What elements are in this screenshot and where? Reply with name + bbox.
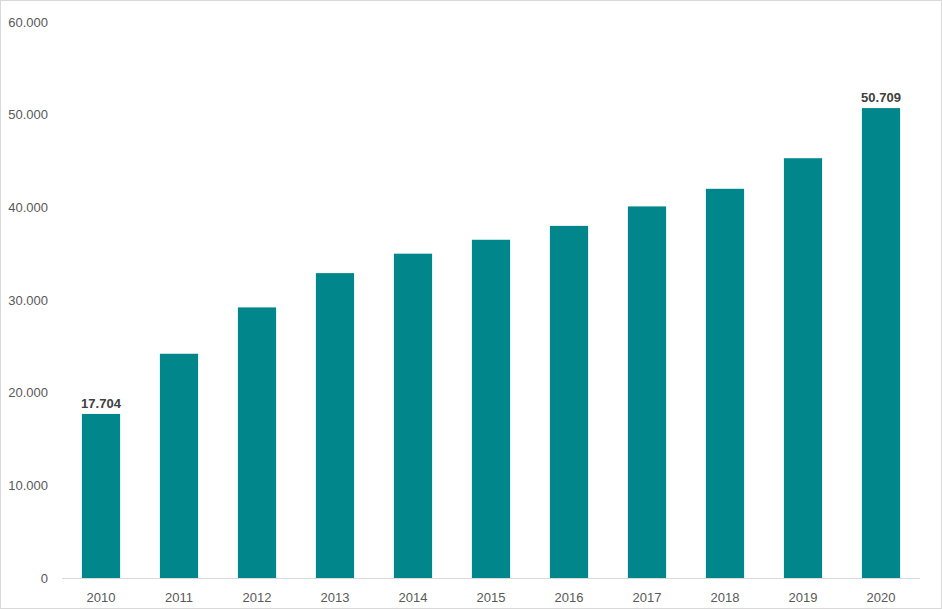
- x-tick-label: 2014: [399, 590, 428, 605]
- bar: [550, 226, 588, 578]
- x-tick-label: 2019: [789, 590, 818, 605]
- bar: [472, 240, 510, 578]
- x-axis-line: [62, 578, 920, 579]
- x-tick-label: 2010: [87, 590, 116, 605]
- chart-container: {"chart_data": {"type": "bar", "categori…: [0, 0, 942, 609]
- data-label: 50.709: [861, 90, 901, 105]
- frame: [1, 1, 942, 609]
- y-tick-label: 50.000: [8, 107, 48, 122]
- y-tick-label: 20.000: [8, 385, 48, 400]
- bar: [628, 206, 666, 578]
- x-tick-label: 2011: [165, 590, 193, 605]
- bars: [82, 108, 900, 578]
- x-tick-label: 2020: [867, 590, 896, 605]
- bar: [784, 158, 822, 578]
- y-tick-label: 60.000: [8, 15, 48, 30]
- y-tick-label: 40.000: [8, 200, 48, 215]
- x-tick-label: 2017: [633, 590, 662, 605]
- bar: [316, 273, 354, 578]
- x-tick-label: 2012: [243, 590, 272, 605]
- y-tick-label: 10.000: [8, 478, 48, 493]
- bar: [706, 189, 744, 578]
- x-tick-label: 2013: [321, 590, 350, 605]
- bar: [394, 254, 432, 578]
- x-tick-label: 2015: [477, 590, 506, 605]
- y-tick-label: 0: [41, 571, 48, 586]
- x-tick-label: 2016: [555, 590, 584, 605]
- bar: [160, 354, 198, 578]
- bar: [862, 108, 900, 578]
- data-label: 17.704: [81, 396, 122, 411]
- chart: 0 10.000 20.000 30.000 40.000 50.000 60.000 201…: [0, 0, 942, 609]
- x-tick-label: 2018: [711, 590, 740, 605]
- bar: [82, 414, 120, 578]
- bar: [238, 307, 276, 578]
- y-tick-label: 30.000: [8, 293, 48, 308]
